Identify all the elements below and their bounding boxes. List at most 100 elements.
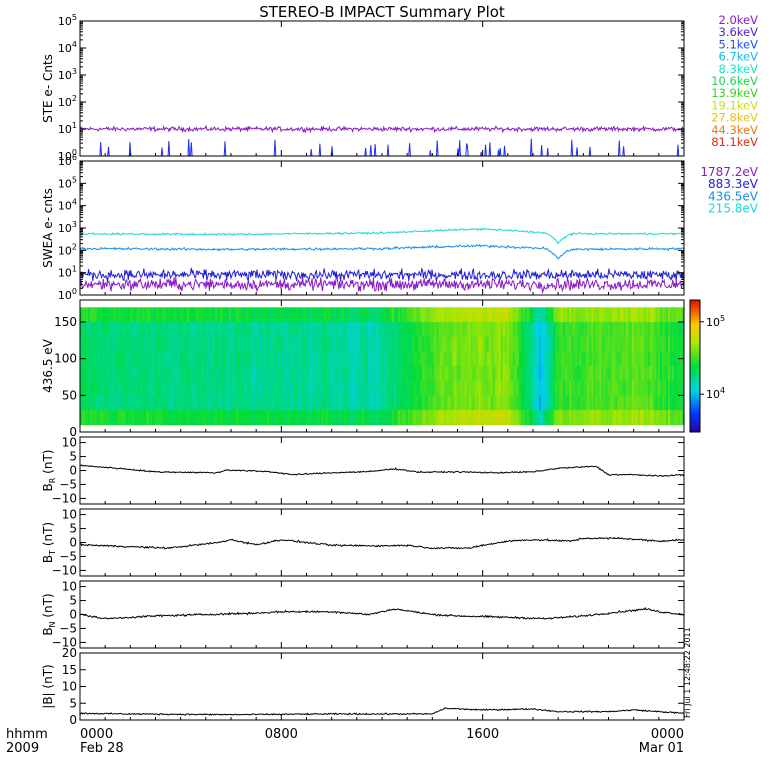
pad-cell <box>194 307 198 323</box>
pad-cell <box>305 410 309 426</box>
pad-cell <box>237 366 240 382</box>
pad-cell <box>412 410 415 426</box>
pad-cell <box>339 380 343 396</box>
pad-cell <box>442 307 445 323</box>
pad-cell <box>643 336 647 352</box>
pad-cell <box>535 380 538 396</box>
pad-cell <box>361 307 365 323</box>
pad-ytick-label: 0 <box>69 425 77 439</box>
pad-cell <box>184 322 188 338</box>
pad-cell <box>206 307 210 323</box>
pad-cell <box>297 307 300 323</box>
pad-cell <box>150 307 153 323</box>
pad-cell <box>104 395 107 411</box>
pad-cell <box>321 395 325 411</box>
swea-ytick-label: 100 <box>58 287 77 302</box>
pad-cell <box>625 366 629 382</box>
pad-cell <box>363 410 367 426</box>
pad-cell <box>645 380 649 396</box>
pad-cell <box>500 307 504 323</box>
pad-cell <box>237 395 240 411</box>
pad-cell <box>247 307 250 323</box>
pad-cell <box>434 322 437 338</box>
pad-cell <box>579 322 582 338</box>
pad-cell <box>259 351 262 367</box>
pad-cell <box>190 351 194 367</box>
pad-cell <box>333 322 337 338</box>
pad-cell <box>220 366 224 382</box>
pad-cell <box>637 410 641 426</box>
ste-legend-item: 5.1keV <box>719 37 759 51</box>
pad-cell <box>82 410 85 426</box>
pad-cell <box>456 366 460 382</box>
pad-cell <box>285 366 288 382</box>
pad-cell <box>134 322 137 338</box>
pad-cell <box>496 322 500 338</box>
pad-cell <box>514 307 518 323</box>
pad-cell <box>408 322 411 338</box>
pad-cell <box>428 336 431 352</box>
pad-cell <box>480 322 484 338</box>
pad-cell <box>500 380 504 396</box>
pad-cell <box>402 336 405 352</box>
pad-cell <box>420 410 423 426</box>
pad-cell <box>88 322 91 338</box>
pad-cell <box>442 336 445 352</box>
pad-cell <box>237 351 240 367</box>
pad-cell <box>432 307 435 323</box>
pad-cell <box>567 366 570 382</box>
pad-cell <box>438 336 441 352</box>
colorbar-cell <box>690 308 700 312</box>
colorbar-cell <box>690 392 700 396</box>
pad-cell <box>462 336 466 352</box>
pad-cell <box>245 322 248 338</box>
pad-cell <box>317 380 321 396</box>
pad-cell <box>371 336 375 352</box>
pad-cell <box>245 380 248 396</box>
ste-frame <box>79 20 685 157</box>
pad-cell <box>541 351 544 367</box>
pad-cell <box>313 395 317 411</box>
pad-cell <box>333 351 337 367</box>
pad-cell <box>110 366 113 382</box>
pad-cell <box>388 410 391 426</box>
pad-cell <box>581 395 584 411</box>
pad-cell <box>547 336 550 352</box>
pad-cell <box>456 307 460 323</box>
pad-cell <box>315 410 319 426</box>
pad-cell <box>615 351 619 367</box>
pad-cell <box>214 366 218 382</box>
pad-cell <box>589 410 592 426</box>
pad-cell <box>323 366 327 382</box>
pad-cell <box>164 380 168 396</box>
pad-cell <box>339 395 343 411</box>
pad-cell <box>498 366 502 382</box>
pad-cell <box>474 395 478 411</box>
pad-cell <box>341 336 345 352</box>
pad-cell <box>377 336 381 352</box>
pad-cell <box>522 307 526 323</box>
pad-cell <box>466 395 470 411</box>
pad-cell <box>398 380 401 396</box>
pad-cell <box>450 307 453 323</box>
pad-cell <box>679 322 683 338</box>
pad-cell <box>390 322 393 338</box>
pad-cell <box>476 322 480 338</box>
pad-cell <box>321 322 325 338</box>
pad-cell <box>88 410 91 426</box>
pad-cell <box>412 351 415 367</box>
pad-cell <box>669 380 673 396</box>
pad-cell <box>492 380 496 396</box>
pad-cell <box>432 336 435 352</box>
pad-cell <box>677 380 681 396</box>
pad-cell <box>210 410 214 426</box>
pad-cell <box>353 410 357 426</box>
pad-cell <box>162 336 166 352</box>
pad-cell <box>249 336 252 352</box>
pad-cell <box>416 307 419 323</box>
pad-cell <box>303 322 306 338</box>
pad-cell <box>470 366 474 382</box>
pad-cell <box>585 307 588 323</box>
pad-cell <box>142 410 145 426</box>
pad-cell <box>388 322 391 338</box>
